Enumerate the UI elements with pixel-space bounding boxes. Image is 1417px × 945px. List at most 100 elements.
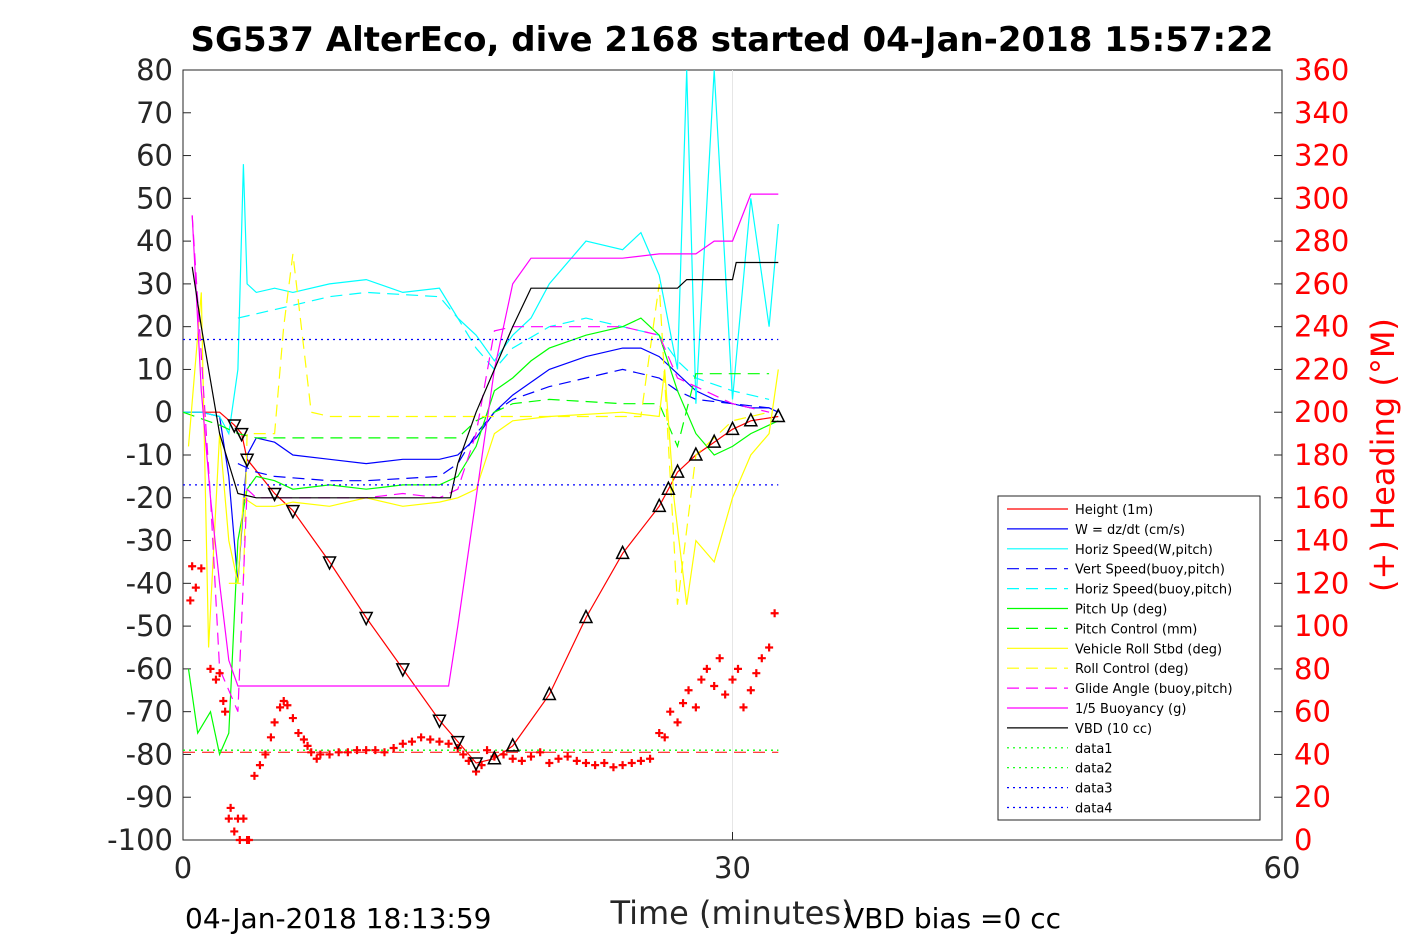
heading-point — [517, 756, 526, 765]
heading-point — [581, 759, 590, 767]
y2-tick-label: 320 — [1294, 139, 1349, 173]
dive-marker — [670, 463, 685, 478]
heading-point — [752, 669, 761, 678]
y-tick-label: -10 — [126, 438, 173, 472]
legend-label: Vert Speed(buoy,pitch) — [1075, 563, 1225, 578]
y-tick-label: 10 — [136, 352, 173, 386]
y2-tick-label: 60 — [1294, 695, 1331, 729]
legend-label: data4 — [1075, 802, 1113, 817]
heading-point — [600, 759, 609, 767]
series-line-6 — [182, 373, 770, 449]
heading-point — [636, 756, 645, 765]
legend: Height (1m) W = dz/dt (cm/s) Horiz Speed(W… — [997, 495, 1261, 821]
heading-point — [444, 739, 453, 748]
heading-point — [219, 696, 228, 705]
dive-marker — [725, 420, 740, 436]
dive-marker — [358, 611, 374, 627]
legend-label: VBD (10 cc) — [1075, 722, 1152, 737]
y2-tick-label: 340 — [1294, 96, 1349, 130]
y2-tick-label: 200 — [1294, 395, 1349, 429]
heading-point — [283, 701, 292, 710]
heading-point — [191, 583, 200, 592]
legend-label: Pitch Control (mm) — [1075, 622, 1197, 637]
footer-vbd-bias: VBD bias =0 cc — [845, 902, 1061, 935]
heading-point — [527, 752, 536, 761]
legend-label: Horiz Speed(buoy,pitch) — [1075, 583, 1232, 598]
dive-marker — [234, 427, 249, 443]
dive-marker — [706, 433, 722, 448]
heading-point — [224, 814, 233, 823]
dive-marker — [578, 608, 594, 624]
left-y-axis: 80 70 60 50 40 30 20 10 0 -10 -20 -30 -40 -50 -60 -70 -8… — [107, 53, 191, 857]
heading-point — [221, 707, 230, 716]
heading-point — [371, 746, 380, 755]
heading-point — [618, 761, 627, 770]
heading-point — [572, 756, 581, 765]
heading-point — [250, 771, 259, 780]
dive-marker — [395, 663, 411, 678]
heading-point — [334, 748, 343, 757]
heading-point — [499, 750, 508, 759]
dive-marker — [615, 544, 630, 560]
heading-point — [733, 664, 742, 673]
heading-point — [426, 735, 435, 744]
heading-point — [362, 746, 371, 755]
series-line-11 — [191, 261, 779, 499]
y-tick-label: 70 — [136, 96, 173, 130]
heading-point — [276, 703, 285, 712]
heading-point — [244, 836, 253, 844]
heading-point — [655, 729, 664, 738]
heading-point — [770, 609, 779, 618]
heading-point — [563, 752, 572, 761]
y2-tick-label: 80 — [1294, 652, 1331, 686]
heading-point — [235, 836, 244, 844]
y-tick-label: 80 — [136, 53, 173, 87]
series-line-2 — [183, 69, 779, 436]
heading-point — [206, 664, 215, 673]
y-tick-label: 20 — [136, 310, 173, 344]
heading-point — [697, 675, 706, 684]
heading-point — [746, 686, 755, 695]
heading-point — [591, 761, 600, 770]
heading-point — [545, 759, 554, 767]
heading-point — [316, 750, 325, 759]
y2-tick-label: 280 — [1294, 224, 1349, 258]
heading-point — [294, 729, 303, 738]
heading-point — [710, 682, 719, 690]
heading-point — [197, 564, 206, 573]
dive-marker — [239, 453, 255, 468]
y2-tick-label: 40 — [1294, 737, 1331, 771]
heading-point — [684, 686, 693, 695]
y-tick-label: 50 — [136, 181, 173, 215]
y-tick-label: 40 — [136, 224, 173, 258]
heading-point — [186, 596, 195, 605]
y-tick-label: 60 — [136, 139, 173, 173]
heading-point — [407, 737, 416, 746]
x-tick-label: 60 — [1264, 851, 1301, 885]
heading-point — [715, 654, 724, 663]
y-tick-label: -40 — [126, 566, 173, 600]
y-tick-label: -30 — [126, 524, 173, 558]
heading-point — [389, 744, 398, 753]
heading-point — [312, 754, 321, 763]
legend-label: Horiz Speed(W,pitch) — [1075, 543, 1213, 558]
heading-point — [288, 714, 297, 723]
y2-tick-label: 20 — [1294, 780, 1331, 814]
heading-point — [353, 746, 362, 755]
legend-label: Pitch Up (deg) — [1075, 603, 1167, 618]
series-line-4 — [237, 291, 770, 400]
heading-point — [739, 703, 748, 712]
series-line-7 — [187, 292, 779, 648]
right-y-axis-label: (+) Heading (°M) — [1364, 318, 1402, 592]
heading-point — [536, 748, 545, 757]
heading-point — [666, 707, 675, 716]
dive-marker — [285, 504, 301, 520]
heading-point — [270, 718, 279, 727]
y-tick-label: 30 — [136, 267, 173, 301]
x-tick-label: 0 — [174, 851, 192, 885]
heading-point — [215, 669, 224, 678]
heading-point — [483, 746, 492, 755]
heading-point — [188, 562, 197, 571]
y-tick-label: 0 — [155, 395, 173, 429]
y2-tick-label: 220 — [1294, 352, 1349, 386]
